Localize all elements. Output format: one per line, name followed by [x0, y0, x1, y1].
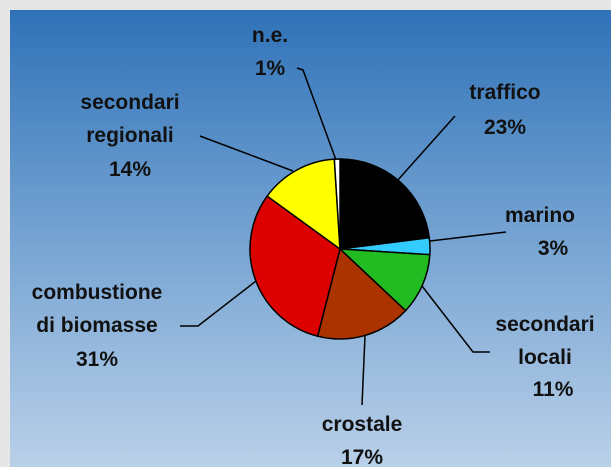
pie-slice	[339, 158, 431, 250]
slice-label: secondari regionali	[80, 91, 180, 147]
pie-slice	[249, 195, 341, 338]
chart	[180, 67, 507, 406]
slice-label: crostale	[321, 413, 403, 436]
value-label: 14%	[108, 158, 152, 181]
slice-label: marino	[504, 204, 576, 227]
value-label: 3%	[537, 237, 569, 260]
leader-line	[396, 115, 456, 182]
value-label: 11%	[532, 378, 574, 401]
leader-line	[361, 335, 366, 406]
pie-slice	[333, 158, 341, 250]
slice-label: combustione di biomasse	[31, 281, 163, 337]
leader-line	[199, 135, 294, 172]
chart-panel: traffico 23% marino 3% secondari locali 11% cr…	[10, 10, 611, 467]
value-label: 23%	[483, 116, 527, 139]
leader-line	[180, 280, 257, 327]
leader-line	[429, 231, 507, 242]
value-label: 31%	[75, 348, 119, 371]
slice-label: n.e.	[251, 24, 289, 47]
slice-label: traffico	[469, 81, 541, 104]
slice-label: secondari locali	[495, 313, 595, 369]
leader-line	[421, 285, 490, 353]
leader-line	[296, 67, 337, 161]
value-label: 1%	[254, 57, 286, 80]
pie-slice	[266, 158, 341, 251]
pie-slice	[316, 247, 407, 340]
value-label: 17%	[340, 446, 384, 467]
